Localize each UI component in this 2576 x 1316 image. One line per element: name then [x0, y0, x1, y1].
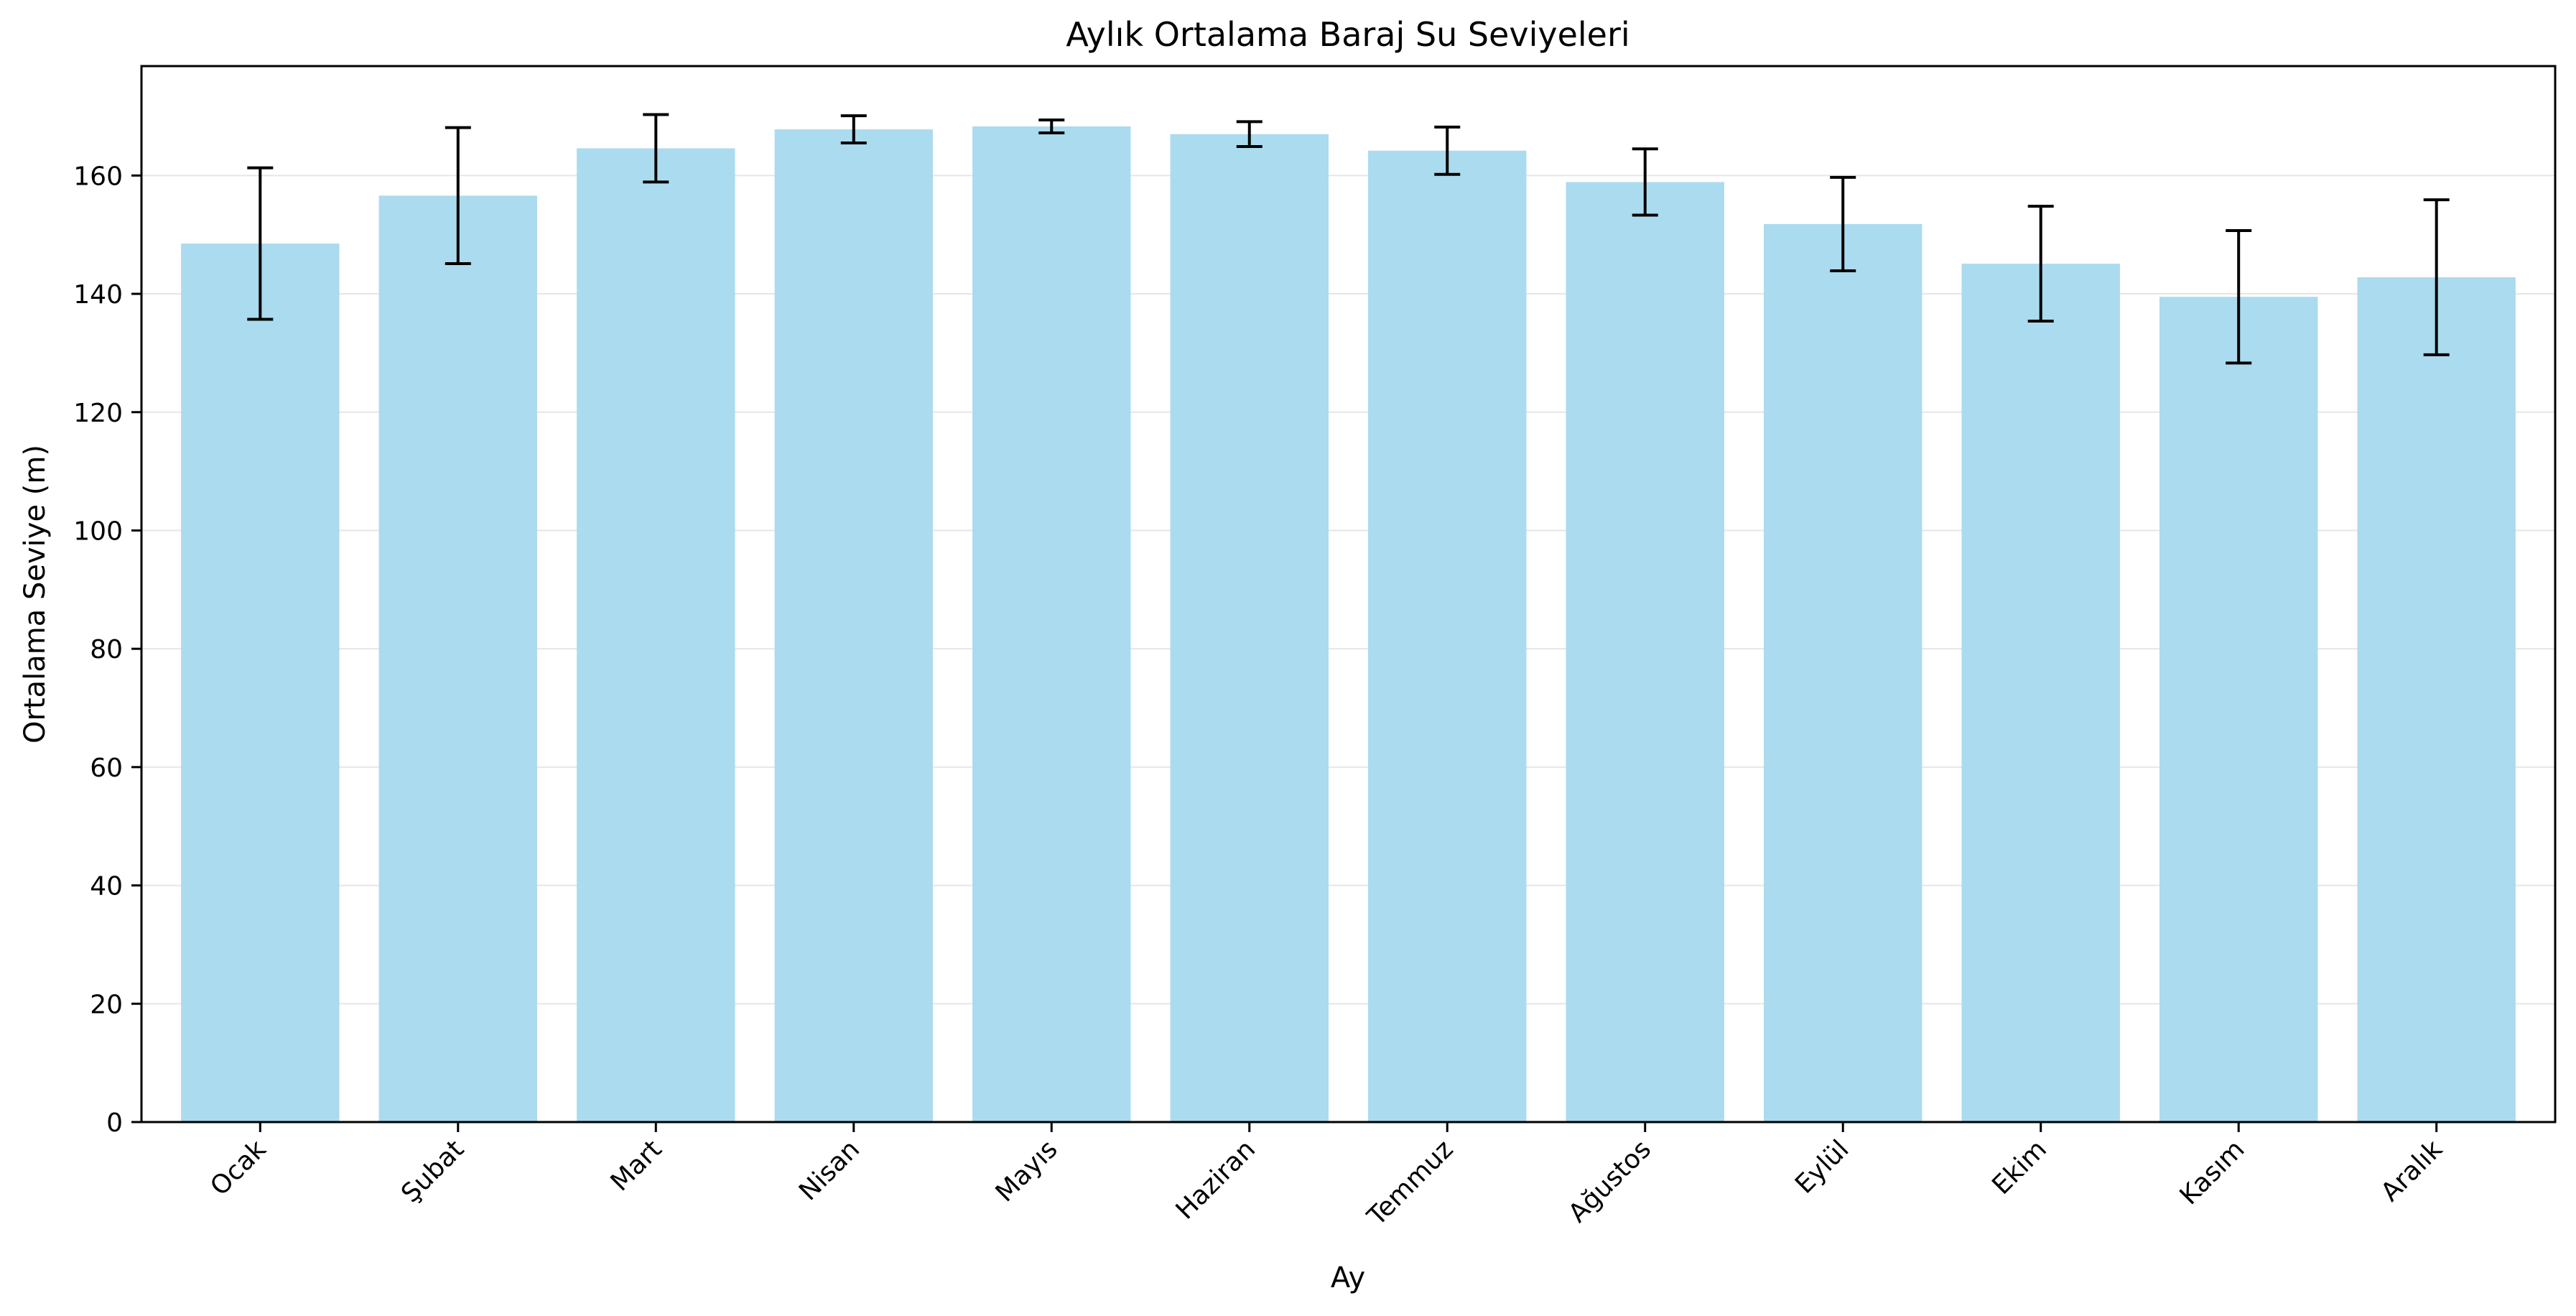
- y-tick-label: 160: [73, 162, 123, 191]
- bars: [181, 126, 2516, 1123]
- y-tick-label: 60: [90, 754, 123, 783]
- bar-11: [2159, 297, 2318, 1122]
- chart-title: Aylık Ortalama Baraj Su Seviyeleri: [1066, 15, 1629, 54]
- plot-frame: [140, 65, 2557, 1123]
- y-tick-label: 100: [73, 516, 123, 546]
- bar-1: [181, 244, 340, 1122]
- x-axis-label: Ay: [1331, 1261, 1365, 1294]
- error-bar-9: [1830, 175, 1856, 272]
- bar-12: [2357, 277, 2516, 1122]
- error-bar-11: [2226, 228, 2252, 365]
- error-bar-12: [2423, 198, 2450, 356]
- bar-6: [1170, 134, 1329, 1122]
- bar-10: [1961, 264, 2120, 1122]
- y-tick-label: 20: [90, 990, 123, 1019]
- error-bar-5: [1038, 118, 1065, 135]
- error-bar-3: [643, 113, 669, 184]
- error-bars: [247, 113, 2450, 365]
- bar-2: [378, 195, 537, 1123]
- error-bar-1: [247, 166, 274, 321]
- error-bar-2: [445, 126, 471, 266]
- error-bar-8: [1632, 147, 1658, 217]
- bar-7: [1368, 150, 1527, 1123]
- y-tick-label: 40: [90, 872, 123, 902]
- bar-4: [774, 129, 933, 1122]
- error-bar-10: [2027, 205, 2054, 323]
- y-axis-ticks: 0 20 40 60 80 100 120 140 160: [73, 162, 141, 1138]
- bar-9: [1764, 223, 1922, 1123]
- y-tick-label: 140: [73, 280, 123, 310]
- y-tick-label: 80: [90, 635, 123, 664]
- y-tick-label: 120: [73, 399, 123, 428]
- y-tick-label: 0: [106, 1108, 123, 1138]
- error-bar-6: [1236, 120, 1263, 148]
- y-axis-label: Ortalama Seviye (m): [19, 445, 52, 743]
- error-bar-7: [1434, 125, 1461, 176]
- error-bar-4: [840, 114, 867, 145]
- bar-8: [1566, 182, 1724, 1123]
- bar-5: [972, 126, 1131, 1122]
- bar-3: [577, 148, 735, 1122]
